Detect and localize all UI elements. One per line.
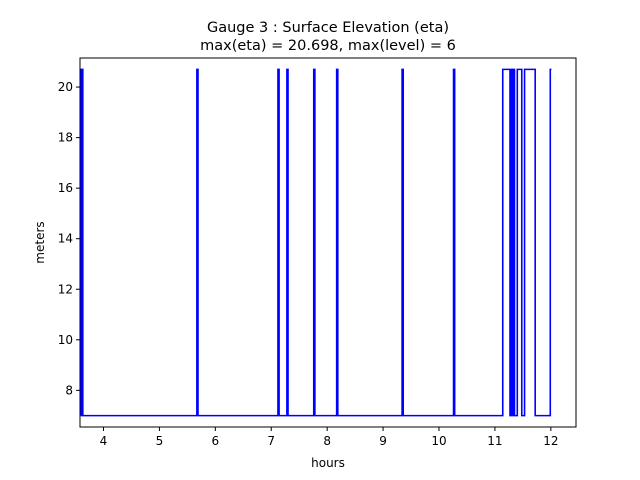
- chart-title-line-1: Gauge 3 : Surface Elevation (eta): [207, 20, 449, 36]
- y-tick-label: 12: [58, 282, 73, 296]
- eta-series-line: [80, 68, 552, 417]
- x-axis: 4 5 6 7 8 9 10 11 12: [100, 427, 558, 448]
- y-tick-label: 8: [65, 383, 73, 397]
- x-tick-label: 7: [267, 434, 275, 448]
- chart-title-line-2: max(eta) = 20.698, max(level) = 6: [200, 38, 456, 54]
- y-tick-label: 14: [58, 232, 73, 246]
- x-tick-label: 11: [487, 434, 502, 448]
- x-tick-label: 6: [212, 434, 220, 448]
- x-tick-label: 9: [379, 434, 387, 448]
- y-tick-label: 16: [58, 181, 73, 195]
- y-tick-label: 10: [58, 333, 73, 347]
- y-axis-label: meters: [33, 221, 47, 263]
- x-tick-label: 5: [156, 434, 164, 448]
- x-tick-label: 4: [100, 434, 108, 448]
- x-tick-label: 12: [543, 434, 558, 448]
- x-tick-label: 8: [323, 434, 331, 448]
- y-axis: 8 10 12 14 16 18 20: [58, 80, 80, 397]
- plot-frame: [79, 57, 577, 428]
- x-tick-label: 10: [431, 434, 446, 448]
- x-axis-label: hours: [311, 456, 345, 470]
- plot-area: 4 5 6 7 8 9 10 11 12 8 10 12 14 16 18 20: [58, 57, 577, 448]
- y-tick-label: 18: [58, 131, 73, 145]
- y-tick-label: 20: [58, 80, 73, 94]
